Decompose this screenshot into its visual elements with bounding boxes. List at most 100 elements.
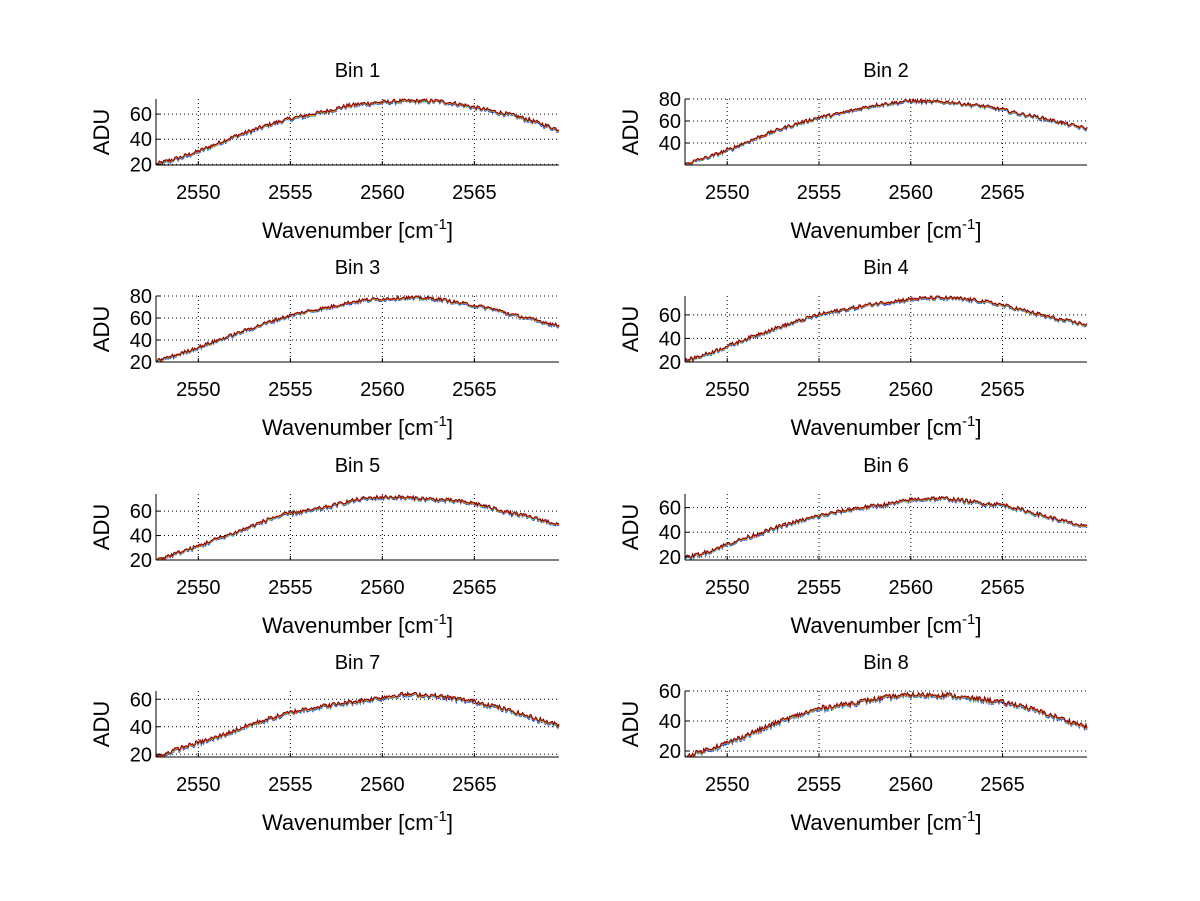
subplot-title: Bin 1 — [335, 60, 381, 82]
y-tick-label: 60 — [659, 681, 681, 703]
subplot-title: Bin 6 — [863, 455, 909, 477]
y-tick-label: 60 — [659, 111, 681, 133]
x-axis-label: Wavenumber [cm-1] — [262, 808, 453, 835]
x-axis-label-bracket: ] — [447, 810, 453, 835]
x-axis-label-text: Wavenumber [cm — [790, 218, 962, 243]
spectrum-line-series-2 — [156, 495, 560, 561]
y-tick-label: 20 — [130, 744, 152, 766]
x-axis-label-bracket: ] — [447, 218, 453, 243]
spectrum-line-series-2 — [684, 99, 1088, 165]
x-axis-label-bracket: ] — [447, 613, 453, 638]
spectrum-line-series-1 — [684, 99, 1088, 166]
x-axis-label-superscript: -1 — [434, 808, 447, 825]
y-tick-label: 40 — [130, 526, 152, 548]
x-axis-label-text: Wavenumber [cm — [262, 810, 434, 835]
x-axis-label: Wavenumber [cm-1] — [262, 611, 453, 638]
y-tick-label: 40 — [659, 328, 681, 350]
x-axis-label-superscript: -1 — [434, 611, 447, 628]
spectrum-line-series-3 — [155, 98, 559, 166]
x-tick-label: 2550 — [176, 774, 221, 796]
spectrum-line-series-4 — [156, 494, 560, 561]
y-tick-label: 60 — [659, 498, 681, 520]
x-tick-label: 2560 — [360, 182, 405, 204]
spectrum-line-series-4 — [684, 295, 1088, 363]
y-tick-label: 20 — [659, 547, 681, 569]
x-tick-label: 2555 — [268, 379, 313, 401]
y-tick-label: 60 — [130, 501, 152, 523]
x-axis-label-text: Wavenumber [cm — [262, 415, 434, 440]
x-axis-label-superscript: -1 — [962, 611, 975, 628]
spectrum-line-series-4 — [155, 98, 559, 166]
y-tick-label: 20 — [659, 741, 681, 763]
spectrum-line-series-4 — [684, 691, 1088, 758]
subplot-title: Bin 2 — [863, 60, 909, 82]
x-tick-label: 2565 — [980, 577, 1025, 599]
x-tick-label: 2565 — [452, 182, 497, 204]
x-tick-label: 2550 — [705, 577, 750, 599]
x-axis-label-superscript: -1 — [962, 808, 975, 825]
y-axis-label: ADU — [89, 109, 114, 155]
x-axis-label-superscript: -1 — [962, 413, 975, 430]
y-tick-label: 80 — [130, 286, 152, 308]
x-axis-label-bracket: ] — [975, 613, 981, 638]
subplot-bin-7: 2550 2555 2560 2565 20 40 60 Bin 7 Wavenumber [c… — [89, 652, 560, 835]
spectrum-line-series-4 — [684, 495, 1088, 559]
y-tick-label: 40 — [659, 522, 681, 544]
spectrum-line-series-2 — [156, 295, 560, 363]
spectrum-line-series-5 — [684, 690, 1088, 758]
spectrum-line-series-1 — [156, 495, 560, 561]
spectrum-line-series-1 — [156, 99, 560, 166]
spectrum-line-series-3 — [156, 495, 560, 561]
y-axis-label: ADU — [618, 306, 643, 352]
x-tick-label: 2560 — [889, 577, 934, 599]
x-tick-label: 2550 — [176, 379, 221, 401]
y-tick-label: 20 — [659, 352, 681, 374]
x-tick-label: 2560 — [360, 379, 405, 401]
subplot-title: Bin 4 — [863, 257, 909, 279]
spectrum-line-series-1 — [156, 296, 560, 363]
y-tick-label: 40 — [130, 330, 152, 352]
x-tick-label: 2550 — [705, 379, 750, 401]
x-axis-label-text: Wavenumber [cm — [790, 810, 962, 835]
x-axis-label: Wavenumber [cm-1] — [790, 413, 981, 440]
spectrum-line-series-5 — [156, 494, 560, 561]
x-tick-label: 2555 — [797, 577, 842, 599]
spectrum-line-series-4 — [155, 294, 560, 363]
x-tick-label: 2560 — [889, 774, 934, 796]
subplot-title: Bin 5 — [335, 455, 381, 477]
spectrum-line-series-5 — [684, 98, 1088, 164]
subplot-bin-8: 2550 2555 2560 2565 20 40 60 Bin 8 Wavenumber [c… — [618, 652, 1088, 835]
y-axis-label: ADU — [618, 701, 643, 747]
x-tick-label: 2565 — [452, 774, 497, 796]
y-tick-label: 60 — [130, 104, 152, 126]
x-axis-label-text: Wavenumber [cm — [790, 613, 962, 638]
x-axis-label-bracket: ] — [975, 810, 981, 835]
y-tick-label: 60 — [130, 689, 152, 711]
x-axis-label-bracket: ] — [975, 415, 981, 440]
x-axis-label: Wavenumber [cm-1] — [790, 611, 981, 638]
y-tick-label: 40 — [659, 133, 681, 155]
x-tick-label: 2555 — [268, 774, 313, 796]
x-axis-label: Wavenumber [cm-1] — [262, 413, 453, 440]
spectrum-line-series-5 — [684, 294, 1088, 362]
spectrum-line-series-5 — [155, 97, 560, 165]
x-tick-label: 2550 — [176, 182, 221, 204]
x-tick-label: 2565 — [980, 774, 1025, 796]
y-tick-label: 80 — [659, 89, 681, 111]
x-tick-label: 2565 — [452, 577, 497, 599]
spectrum-line-series-4 — [684, 98, 1088, 165]
y-axis-label: ADU — [89, 306, 114, 352]
y-tick-label: 60 — [659, 305, 681, 327]
y-tick-label: 40 — [659, 711, 681, 733]
x-axis-label-text: Wavenumber [cm — [790, 415, 962, 440]
x-tick-label: 2555 — [797, 379, 842, 401]
x-tick-label: 2560 — [889, 379, 934, 401]
x-tick-label: 2565 — [980, 182, 1025, 204]
x-tick-label: 2555 — [797, 774, 842, 796]
